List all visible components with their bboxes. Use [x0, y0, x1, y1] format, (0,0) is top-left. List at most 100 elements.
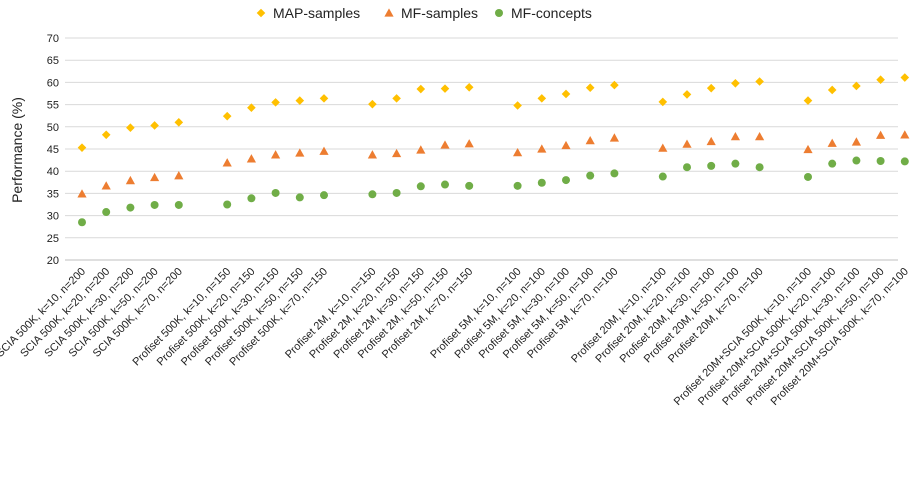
- data-point: [682, 139, 692, 148]
- data-point: [392, 148, 402, 158]
- data-point: [101, 181, 111, 190]
- data-point: [658, 97, 668, 107]
- data-point: [368, 99, 377, 109]
- y-tick-label: 45: [47, 144, 59, 156]
- data-point: [223, 200, 232, 209]
- data-point: [271, 98, 280, 107]
- y-tick-label: 35: [47, 188, 59, 200]
- data-point: [319, 94, 329, 103]
- legend-label: MAP-samples: [273, 5, 360, 21]
- data-point: [900, 73, 910, 82]
- data-point: [730, 131, 740, 141]
- data-point: [271, 188, 280, 197]
- data-point: [804, 172, 812, 181]
- data-point: [271, 150, 281, 159]
- x-tick-label: Profiset 500K, k=30, n=150: [179, 266, 282, 369]
- data-point: [319, 146, 329, 155]
- data-point: [586, 171, 595, 180]
- legend: MAP-samples MF-samples MF-concepts: [256, 5, 592, 21]
- y-tick-label: 30: [47, 211, 59, 223]
- series-mf-concepts: [78, 156, 909, 227]
- data-point: [537, 178, 546, 187]
- data-point: [537, 94, 547, 103]
- data-point: [440, 84, 450, 93]
- data-point: [368, 190, 377, 199]
- data-point: [513, 181, 522, 190]
- data-point: [150, 200, 159, 209]
- legend-label: MF-samples: [401, 5, 478, 21]
- data-point: [464, 82, 474, 92]
- data-point: [77, 189, 87, 198]
- data-point: [126, 203, 135, 212]
- data-point: [658, 172, 667, 181]
- y-axis-title-group: Performance (%): [9, 97, 25, 203]
- y-tick-label: 65: [47, 55, 59, 67]
- data-point: [247, 103, 256, 113]
- data-point: [246, 154, 256, 163]
- data-point: [561, 140, 571, 150]
- data-point: [755, 131, 765, 141]
- data-point: [610, 80, 619, 90]
- data-point: [513, 147, 523, 157]
- data-point: [222, 158, 232, 167]
- series-map-samples: [77, 73, 910, 152]
- data-point: [77, 143, 87, 152]
- data-point: [174, 118, 184, 127]
- data-point: [101, 130, 111, 140]
- data-point: [537, 144, 547, 153]
- data-point: [876, 130, 886, 139]
- y-tick-label: 50: [47, 122, 59, 134]
- data-point: [295, 148, 305, 157]
- gridlines: [65, 37, 898, 261]
- data-point: [755, 163, 764, 172]
- data-point: [222, 111, 232, 121]
- data-point: [658, 143, 668, 152]
- legend-item: MF-samples: [384, 5, 478, 21]
- data-point: [416, 84, 426, 94]
- data-point: [731, 159, 740, 168]
- data-point: [126, 123, 135, 132]
- data-point: [416, 145, 426, 154]
- data-point: [827, 138, 837, 147]
- data-point: [803, 96, 813, 105]
- data-point: [513, 101, 522, 110]
- data-point: [465, 181, 474, 190]
- legend-marker: [495, 9, 503, 17]
- y-tick-label: 40: [47, 166, 59, 178]
- data-point: [827, 85, 837, 95]
- data-point: [174, 200, 183, 209]
- data-point: [295, 96, 305, 105]
- data-point: [585, 83, 595, 93]
- data-point: [828, 159, 837, 168]
- data-point: [900, 157, 909, 166]
- data-point: [803, 144, 813, 154]
- y-axis-title: Performance (%): [9, 97, 25, 203]
- data-point: [852, 156, 861, 165]
- legend-label: MF-concepts: [511, 5, 592, 21]
- data-point: [247, 194, 256, 203]
- plot-area: [77, 73, 910, 227]
- series-mf-samples: [77, 130, 910, 198]
- data-point: [150, 121, 159, 130]
- data-point: [706, 136, 716, 146]
- data-point: [707, 161, 716, 170]
- data-point: [102, 208, 111, 217]
- data-point: [706, 83, 716, 93]
- data-point: [682, 90, 692, 99]
- data-point: [150, 172, 160, 182]
- data-point: [78, 218, 86, 227]
- x-tick-label: Profiset 20M, k=30, n=100: [618, 266, 718, 366]
- data-point: [562, 176, 570, 185]
- data-point: [367, 150, 377, 159]
- legend-marker: [256, 8, 266, 18]
- data-point: [441, 180, 449, 189]
- legend-item: MAP-samples: [256, 5, 360, 21]
- data-point: [876, 75, 885, 85]
- data-point: [585, 135, 595, 145]
- data-point: [392, 94, 401, 103]
- data-point: [320, 191, 328, 200]
- y-tick-label: 70: [47, 33, 59, 45]
- y-tick-label: 60: [47, 77, 59, 89]
